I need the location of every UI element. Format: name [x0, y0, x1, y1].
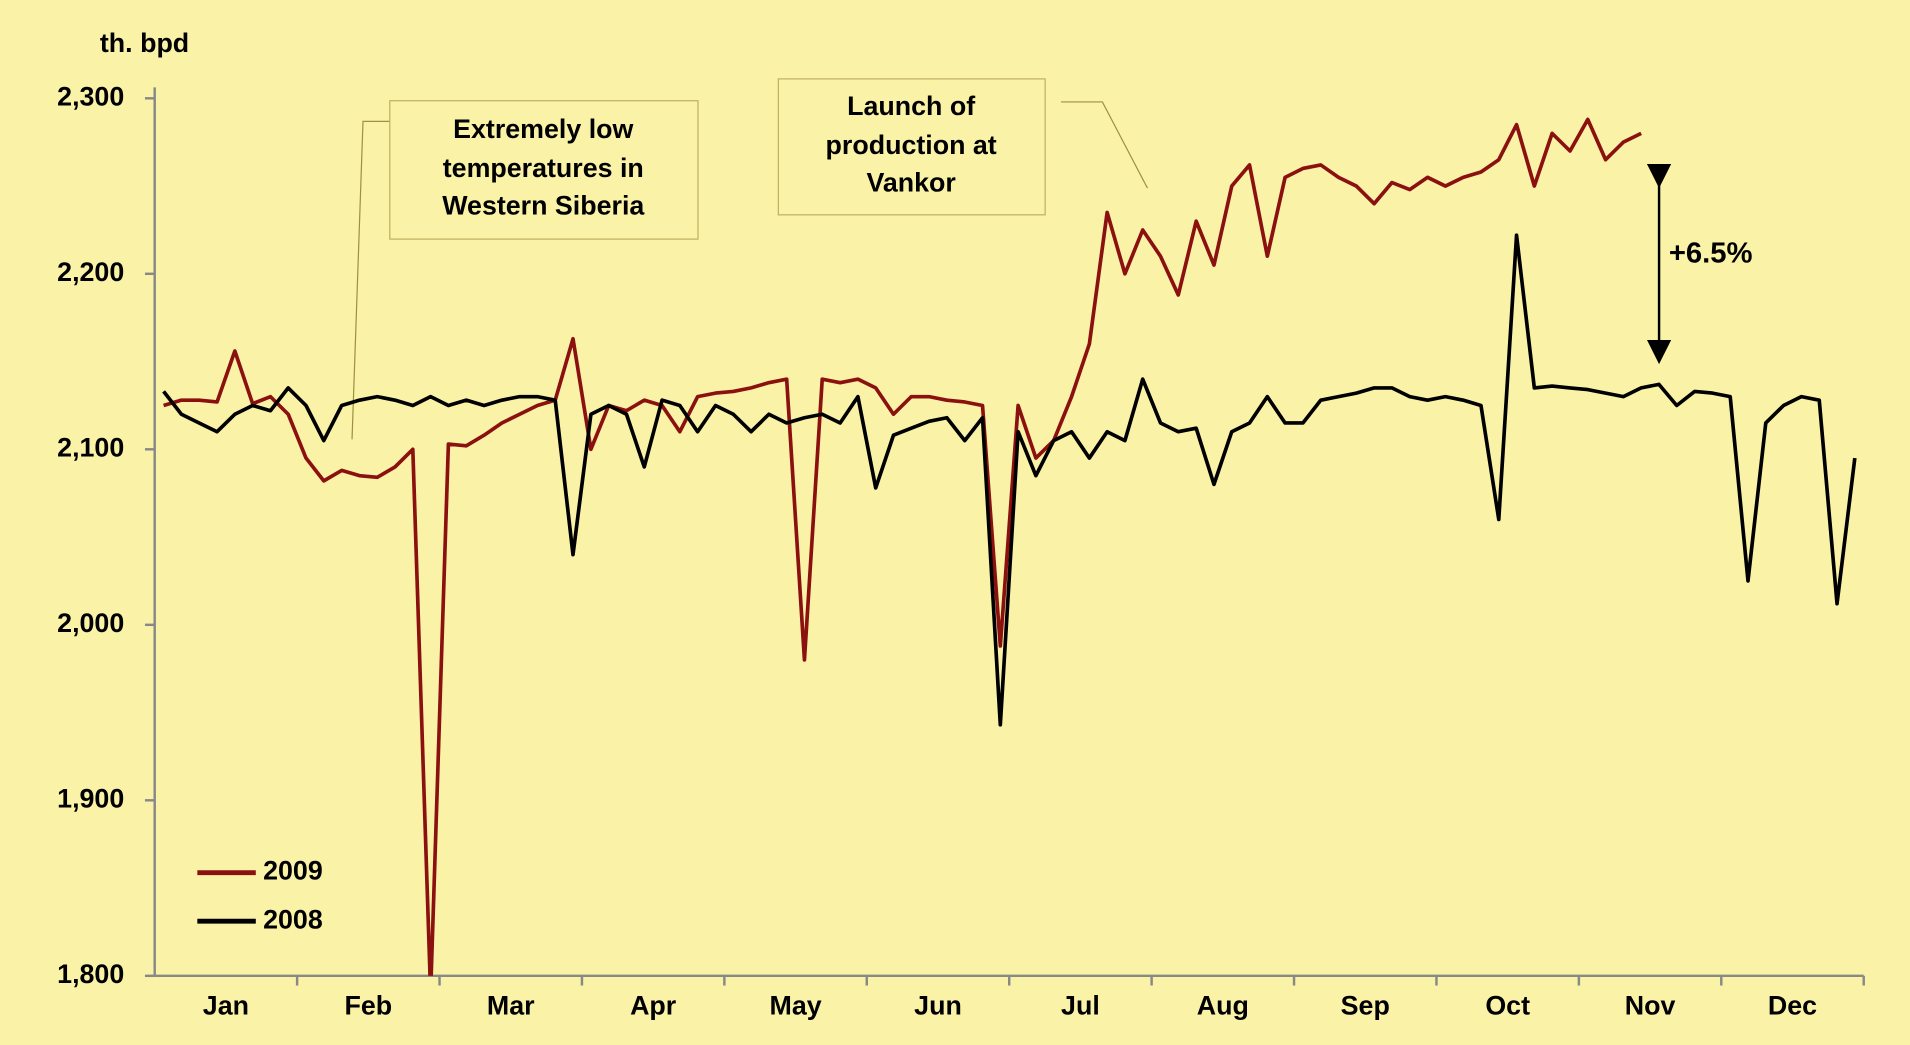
y-tick-label: 1,900	[57, 783, 124, 813]
x-tick-label: Nov	[1625, 990, 1676, 1020]
leader-line	[1060, 101, 1149, 189]
y-axis-label: th. bpd	[100, 28, 189, 58]
x-tick-label: Jan	[203, 990, 249, 1020]
annotation-text: temperatures in	[443, 153, 644, 183]
x-tick-label: Sep	[1341, 990, 1390, 1020]
x-tick-label: Jun	[914, 990, 962, 1020]
legend-label: 2009	[263, 856, 323, 886]
x-tick-label: Apr	[630, 990, 676, 1020]
x-tick-label: May	[770, 990, 822, 1020]
leader-line	[351, 120, 390, 440]
legend-label: 2008	[263, 904, 323, 934]
y-tick-label: 2,000	[57, 608, 124, 638]
annotation-text: Vankor	[866, 168, 955, 198]
annotation-box	[389, 100, 699, 240]
x-tick-label: Mar	[487, 990, 535, 1020]
annotation-text: production at	[826, 130, 997, 160]
x-tick-label: Dec	[1768, 990, 1817, 1020]
annotation-text: Western Siberia	[442, 191, 645, 221]
annotation-text: +6.5%	[1669, 238, 1753, 270]
x-tick-label: Oct	[1485, 990, 1530, 1020]
annotation-text: Launch of	[847, 91, 975, 121]
annotation-box	[777, 78, 1046, 216]
series-line	[163, 117, 1642, 976]
x-tick-label: Aug	[1197, 990, 1249, 1020]
series-line	[162, 233, 1857, 727]
y-tick-label: 2,100	[57, 432, 124, 462]
annotation-text: Extremely low	[453, 114, 633, 144]
x-tick-label: Feb	[345, 990, 393, 1020]
y-tick-label: 2,200	[57, 257, 124, 287]
x-tick-label: Jul	[1061, 990, 1100, 1020]
y-tick-label: 2,300	[57, 81, 124, 111]
y-tick-label: 1,800	[57, 959, 124, 989]
